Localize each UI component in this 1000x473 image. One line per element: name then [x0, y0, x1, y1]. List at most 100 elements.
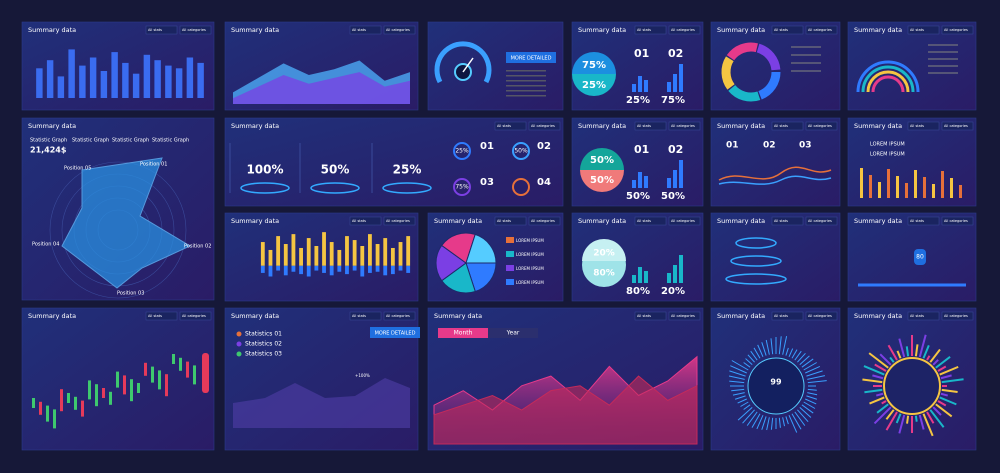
panel-bg: [847, 212, 977, 302]
filter-label[interactable]: All categories: [944, 124, 968, 128]
filter-box[interactable]: [907, 216, 940, 226]
filter-label[interactable]: All stats: [774, 124, 788, 128]
filter-box[interactable]: [349, 311, 382, 321]
filter-label[interactable]: All categories: [531, 124, 555, 128]
panel: Summary data All stats All categories Month…: [427, 307, 704, 451]
filter-label[interactable]: All stats: [497, 219, 511, 223]
radial-ray: [935, 355, 951, 369]
tick-ray: [751, 413, 761, 428]
filter-label[interactable]: All categories: [671, 314, 695, 318]
filter-box[interactable]: [634, 311, 667, 321]
filter-box[interactable]: [771, 311, 804, 321]
candle: [102, 388, 105, 398]
slider-handle[interactable]: [914, 249, 926, 265]
label[interactable]: MORE DETAILED: [375, 331, 416, 337]
filter-box[interactable]: [494, 216, 527, 226]
filter-label[interactable]: All categories: [671, 219, 695, 223]
tick-ray: [761, 342, 767, 356]
label[interactable]: Month: [454, 330, 473, 337]
filter-label[interactable]: All stats: [774, 219, 788, 223]
filter-label[interactable]: All stats: [148, 314, 162, 318]
filter-label[interactable]: All stats: [910, 28, 924, 32]
filter-label[interactable]: All stats: [637, 219, 651, 223]
filter-box[interactable]: [383, 216, 416, 226]
filter-box[interactable]: [383, 311, 416, 321]
label[interactable]: Year: [506, 330, 520, 337]
filter-box[interactable]: [805, 25, 838, 35]
tick-ray: [729, 370, 746, 377]
filter-box[interactable]: [941, 121, 974, 131]
filter-label[interactable]: All stats: [497, 124, 511, 128]
filter-label[interactable]: All stats: [352, 219, 366, 223]
button[interactable]: [506, 52, 556, 63]
filter-label[interactable]: All stats: [774, 28, 788, 32]
filter-label[interactable]: All categories: [386, 314, 410, 318]
filter-label[interactable]: All stats: [352, 314, 366, 318]
filter-label[interactable]: All stats: [637, 28, 651, 32]
filter-box[interactable]: [805, 216, 838, 226]
filter-box[interactable]: [634, 25, 667, 35]
filter-box[interactable]: [494, 121, 527, 131]
label: 04: [537, 177, 551, 188]
filter-label[interactable]: All stats: [637, 124, 651, 128]
label[interactable]: MORE DETAILED: [511, 56, 552, 62]
filter-label[interactable]: All categories: [386, 28, 410, 32]
filter-label[interactable]: All categories: [386, 219, 410, 223]
filter-box[interactable]: [349, 25, 382, 35]
ring-arc: [871, 75, 905, 93]
filter-box[interactable]: [941, 216, 974, 226]
filter-box[interactable]: [179, 25, 212, 35]
filter-box[interactable]: [668, 311, 701, 321]
filter-box[interactable]: [907, 25, 940, 35]
filter-label[interactable]: All categories: [531, 219, 555, 223]
filter-box[interactable]: [805, 311, 838, 321]
filter-box[interactable]: [805, 121, 838, 131]
filter-box[interactable]: [941, 25, 974, 35]
label: 01: [480, 141, 494, 152]
filter-label[interactable]: All categories: [182, 314, 206, 318]
candle: [74, 396, 77, 410]
filter-box[interactable]: [771, 216, 804, 226]
filter-box[interactable]: [528, 216, 561, 226]
filter-label[interactable]: All stats: [774, 314, 788, 318]
filter-box[interactable]: [349, 216, 382, 226]
filter-label[interactable]: All stats: [148, 28, 162, 32]
filter-label[interactable]: All stats: [910, 314, 924, 318]
filter-label[interactable]: All categories: [671, 124, 695, 128]
filter-box[interactable]: [668, 25, 701, 35]
filter-label[interactable]: All stats: [910, 124, 924, 128]
filter-box[interactable]: [634, 216, 667, 226]
filter-box[interactable]: [941, 311, 974, 321]
filter-label[interactable]: All categories: [944, 314, 968, 318]
filter-label[interactable]: All stats: [910, 219, 924, 223]
progress-ring: [453, 142, 471, 160]
filter-label[interactable]: All stats: [637, 314, 651, 318]
filter-box[interactable]: [383, 25, 416, 35]
filter-label[interactable]: All categories: [808, 219, 832, 223]
filter-label[interactable]: All categories: [808, 28, 832, 32]
filter-label[interactable]: All categories: [944, 219, 968, 223]
filter-box[interactable]: [771, 25, 804, 35]
filter-box[interactable]: [668, 121, 701, 131]
filter-box[interactable]: [907, 311, 940, 321]
radial-ray: [929, 348, 941, 363]
label: Statistic Graph: [30, 138, 67, 144]
filter-box[interactable]: [179, 311, 212, 321]
filter-box[interactable]: [771, 121, 804, 131]
filter-box[interactable]: [528, 121, 561, 131]
filter-box[interactable]: [145, 311, 178, 321]
filter-label[interactable]: All categories: [944, 28, 968, 32]
tab[interactable]: [488, 328, 538, 338]
button[interactable]: [370, 327, 420, 338]
filter-label[interactable]: All categories: [808, 124, 832, 128]
filter-label[interactable]: All categories: [808, 314, 832, 318]
label: Statistic Graph: [112, 138, 149, 144]
tab-active[interactable]: [438, 328, 488, 338]
filter-label[interactable]: All categories: [182, 28, 206, 32]
filter-label[interactable]: All stats: [352, 28, 366, 32]
filter-label[interactable]: All categories: [671, 28, 695, 32]
filter-box[interactable]: [907, 121, 940, 131]
filter-box[interactable]: [668, 216, 701, 226]
filter-box[interactable]: [634, 121, 667, 131]
filter-box[interactable]: [145, 25, 178, 35]
